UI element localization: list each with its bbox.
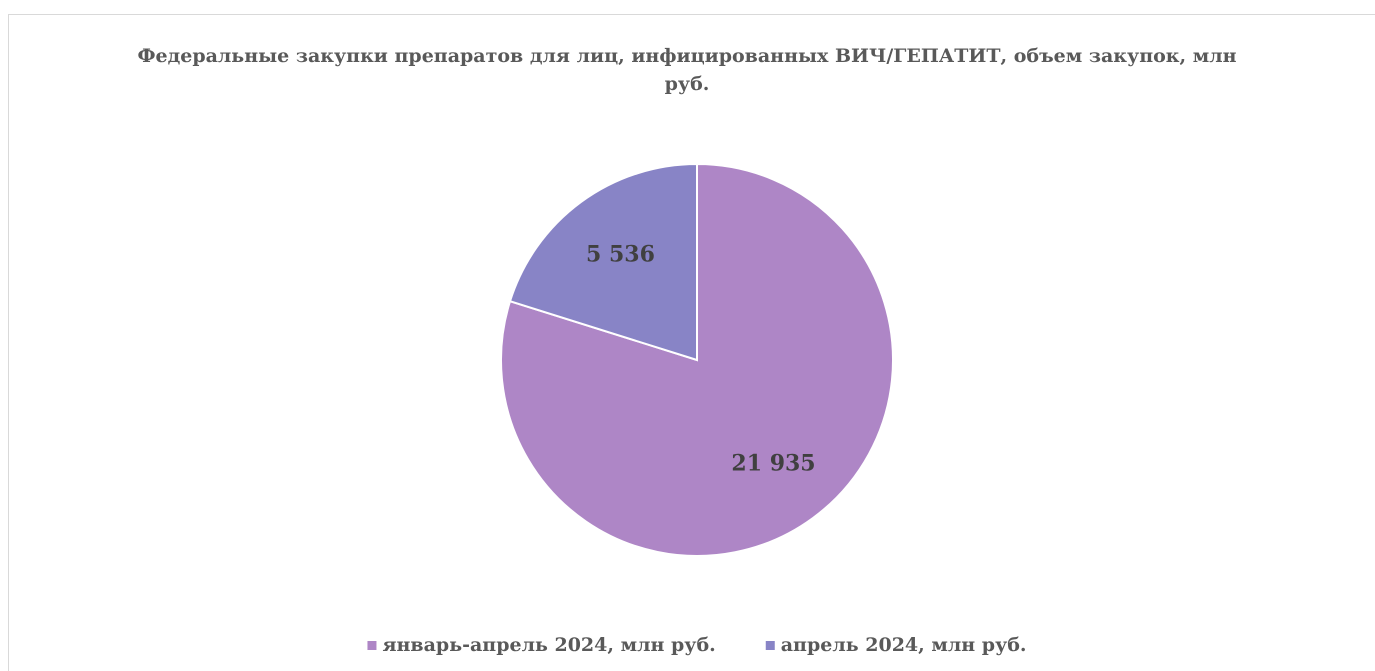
legend-swatch: [765, 641, 775, 650]
data-label: 5 536: [586, 242, 655, 268]
pie-slice: [508, 162, 698, 362]
data-label: 21 935: [731, 450, 815, 476]
legend-label: январь-апрель 2024, млн руб.: [382, 634, 715, 656]
legend-label: апрель 2024, млн руб.: [781, 634, 1027, 656]
pie-slice: [500, 162, 894, 557]
chart-title: Федеральные закупки препаратов для лиц, …: [137, 45, 1237, 95]
legend-swatch: [367, 641, 377, 650]
chart-border: [8, 14, 1375, 671]
